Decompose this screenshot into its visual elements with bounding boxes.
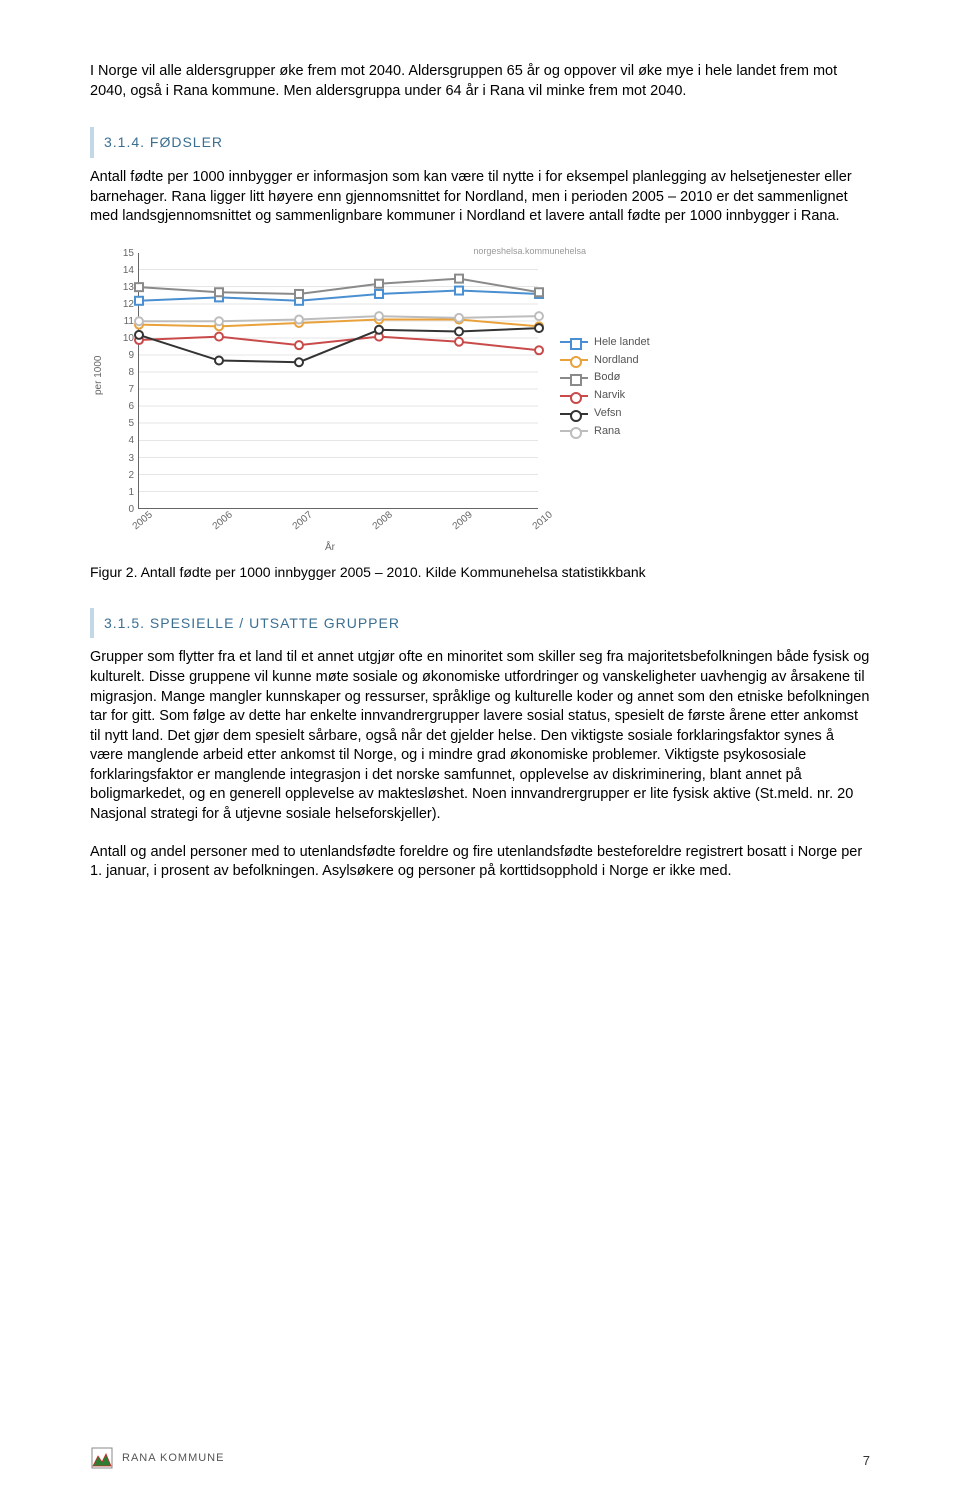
chart-series-marker [215, 356, 223, 364]
section-3-1-4-title: 3.1.4. FØDSLER [94, 127, 223, 158]
chart-y-tick: 3 [110, 452, 134, 466]
chart-x-tick: 2006 [210, 508, 236, 533]
chart-series-marker [135, 331, 143, 339]
chart-legend-item: Nordland [560, 353, 650, 368]
chart-legend-item: Bodø [560, 370, 650, 385]
births-line-chart: norgeshelsa.kommunehelsa per 1000 År Hel… [90, 245, 730, 555]
legend-marker-icon [560, 337, 588, 347]
chart-y-tick: 11 [110, 315, 134, 329]
chart-series-marker [295, 341, 303, 349]
chart-series-marker [455, 286, 463, 294]
chart-y-tick: 4 [110, 434, 134, 448]
chart-series-marker [455, 314, 463, 322]
chart-legend-label: Nordland [594, 353, 639, 368]
chart-series-marker [295, 315, 303, 323]
chart-series-marker [135, 283, 143, 291]
chart-y-tick: 1 [110, 486, 134, 500]
chart-legend-item: Rana [560, 424, 650, 439]
legend-marker-icon [560, 391, 588, 401]
chart-x-tick: 2009 [450, 508, 476, 533]
chart-series-marker [455, 274, 463, 282]
chart-x-tick: 2008 [370, 508, 396, 533]
chart-series-marker [295, 290, 303, 298]
chart-y-tick: 7 [110, 383, 134, 397]
page-footer: RANA KOMMUNE [90, 1446, 224, 1470]
chart-y-tick: 2 [110, 469, 134, 483]
legend-marker-icon [560, 426, 588, 436]
section-3-1-4-header: 3.1.4. FØDSLER [90, 127, 870, 158]
chart-series-marker [375, 312, 383, 320]
legend-marker-icon [560, 355, 588, 365]
chart-plot-area [138, 253, 538, 509]
paragraph-groups-2: Antall og andel personer med to utenland… [90, 843, 870, 882]
chart-series-line [139, 328, 539, 362]
chart-legend-label: Narvik [594, 388, 625, 403]
chart-series-marker [535, 324, 543, 332]
chart-series-marker [135, 317, 143, 325]
chart-lines-svg [139, 253, 539, 509]
chart-legend-label: Rana [594, 424, 620, 439]
chart-y-tick: 15 [110, 247, 134, 261]
chart-series-marker [215, 332, 223, 340]
chart-legend-item: Hele landet [560, 335, 650, 350]
section-3-1-5-title: 3.1.5. SPESIELLE / UTSATTE GRUPPER [94, 608, 400, 639]
chart-y-tick: 13 [110, 281, 134, 295]
section-3-1-5-header: 3.1.5. SPESIELLE / UTSATTE GRUPPER [90, 608, 870, 639]
chart-series-marker [535, 288, 543, 296]
chart-series-marker [215, 288, 223, 296]
chart-x-axis-label: År [325, 541, 335, 555]
chart-y-tick: 5 [110, 417, 134, 431]
paragraph-births: Antall fødte per 1000 innbygger er infor… [90, 168, 870, 227]
chart-x-tick: 2010 [530, 508, 556, 533]
chart-series-marker [455, 327, 463, 335]
chart-series-marker [375, 290, 383, 298]
chart-series-marker [375, 279, 383, 287]
figure-2-caption: Figur 2. Antall fødte per 1000 innbygger… [90, 563, 870, 582]
chart-y-tick: 10 [110, 332, 134, 346]
chart-series-line [139, 290, 539, 300]
chart-series-marker [375, 326, 383, 334]
chart-y-axis-label: per 1000 [92, 355, 106, 394]
chart-legend-label: Vefsn [594, 406, 622, 421]
chart-legend-label: Bodø [594, 370, 620, 385]
chart-legend-item: Vefsn [560, 406, 650, 421]
chart-y-tick: 14 [110, 264, 134, 278]
paragraph-groups-1: Grupper som flytter fra et land til et a… [90, 648, 870, 824]
footer-brand-text: RANA KOMMUNE [122, 1451, 224, 1466]
chart-series-marker [535, 346, 543, 354]
chart-legend-label: Hele landet [594, 335, 650, 350]
paragraph-intro: I Norge vil alle aldersgrupper øke frem … [90, 62, 870, 101]
chart-y-tick: 6 [110, 400, 134, 414]
chart-series-marker [215, 317, 223, 325]
chart-series-marker [535, 312, 543, 320]
chart-legend-item: Narvik [560, 388, 650, 403]
chart-x-tick: 2007 [290, 508, 316, 533]
chart-legend: Hele landet Nordland Bodø Narvik Vefsn Rana [560, 335, 650, 442]
chart-y-tick: 9 [110, 349, 134, 363]
chart-series-marker [135, 296, 143, 304]
chart-y-tick: 8 [110, 366, 134, 380]
page-number: 7 [863, 1452, 870, 1470]
chart-series-marker [455, 337, 463, 345]
chart-series-line [139, 336, 539, 350]
legend-marker-icon [560, 409, 588, 419]
legend-marker-icon [560, 373, 588, 383]
chart-y-tick: 0 [110, 503, 134, 517]
chart-y-tick: 12 [110, 298, 134, 312]
rana-kommune-logo-icon [90, 1446, 114, 1470]
chart-series-marker [295, 358, 303, 366]
